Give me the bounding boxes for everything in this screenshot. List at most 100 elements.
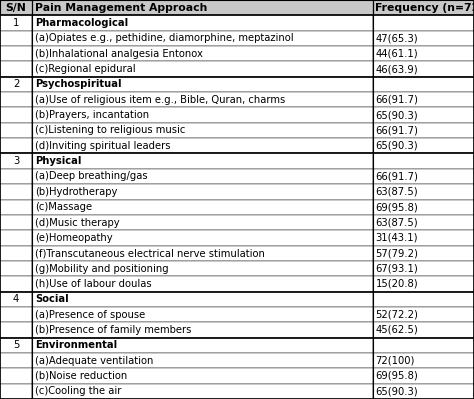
Bar	[32, 261, 373, 276]
Text: (d)Music therapy: (d)Music therapy	[35, 217, 120, 227]
Bar	[0, 245, 32, 261]
Bar	[0, 169, 32, 184]
Bar	[373, 15, 474, 31]
Text: Environmental: Environmental	[35, 340, 117, 350]
Text: (a)Adequate ventilation: (a)Adequate ventilation	[35, 356, 154, 365]
Bar	[373, 230, 474, 245]
Bar	[373, 123, 474, 138]
Text: Social: Social	[35, 294, 69, 304]
Bar	[32, 123, 373, 138]
Text: 67(93.1): 67(93.1)	[375, 264, 418, 274]
Bar	[0, 276, 32, 292]
Bar	[373, 92, 474, 107]
Text: (d)Inviting spiritual leaders: (d)Inviting spiritual leaders	[35, 141, 171, 151]
Text: 72(100): 72(100)	[375, 356, 415, 365]
Text: 1: 1	[13, 18, 19, 28]
Text: 46(63.9): 46(63.9)	[375, 64, 418, 74]
Text: (c)Listening to religious music: (c)Listening to religious music	[35, 125, 185, 135]
Bar	[373, 261, 474, 276]
Text: (g)Mobility and positioning: (g)Mobility and positioning	[35, 264, 169, 274]
Text: (a)Deep breathing/gas: (a)Deep breathing/gas	[35, 172, 148, 182]
Bar	[0, 77, 32, 92]
Bar	[373, 245, 474, 261]
Bar	[0, 230, 32, 245]
Bar	[373, 154, 474, 169]
Bar	[32, 92, 373, 107]
Bar	[0, 123, 32, 138]
Bar	[0, 292, 32, 307]
Bar	[373, 107, 474, 123]
Bar	[32, 368, 373, 384]
Bar	[32, 292, 373, 307]
Text: 66(91.7): 66(91.7)	[375, 125, 418, 135]
Text: S/N: S/N	[6, 3, 27, 13]
Bar	[32, 0, 373, 15]
Bar	[0, 0, 32, 15]
Bar	[0, 61, 32, 77]
Bar	[373, 31, 474, 46]
Text: 44(61.1): 44(61.1)	[375, 49, 418, 59]
Bar	[373, 338, 474, 353]
Bar	[373, 0, 474, 15]
Bar	[32, 384, 373, 399]
Bar	[0, 154, 32, 169]
Bar	[32, 276, 373, 292]
Text: 2: 2	[13, 79, 19, 89]
Bar	[0, 15, 32, 31]
Bar	[373, 384, 474, 399]
Text: 31(43.1): 31(43.1)	[375, 233, 418, 243]
Text: 65(90.3): 65(90.3)	[375, 386, 418, 396]
Bar	[373, 77, 474, 92]
Bar	[0, 261, 32, 276]
Text: (h)Use of labour doulas: (h)Use of labour doulas	[35, 279, 152, 289]
Text: Physical: Physical	[35, 156, 82, 166]
Text: (a)Use of religious item e.g., Bible, Quran, charms: (a)Use of religious item e.g., Bible, Qu…	[35, 95, 285, 105]
Text: Pharmacological: Pharmacological	[35, 18, 128, 28]
Text: 69(95.8): 69(95.8)	[375, 371, 418, 381]
Bar	[0, 92, 32, 107]
Bar	[32, 230, 373, 245]
Text: 45(62.5): 45(62.5)	[375, 325, 418, 335]
Bar	[0, 384, 32, 399]
Text: (c)Regional epidural: (c)Regional epidural	[35, 64, 136, 74]
Bar	[373, 184, 474, 200]
Text: 4: 4	[13, 294, 19, 304]
Bar	[0, 368, 32, 384]
Text: (b)Presence of family members: (b)Presence of family members	[35, 325, 191, 335]
Bar	[32, 107, 373, 123]
Text: 63(87.5): 63(87.5)	[375, 217, 418, 227]
Text: (e)Homeopathy: (e)Homeopathy	[35, 233, 113, 243]
Bar	[32, 338, 373, 353]
Text: 5: 5	[13, 340, 19, 350]
Text: 66(91.7): 66(91.7)	[375, 172, 418, 182]
Text: 65(90.3): 65(90.3)	[375, 141, 418, 151]
Bar	[32, 353, 373, 368]
Bar	[32, 31, 373, 46]
Bar	[373, 276, 474, 292]
Bar	[0, 184, 32, 200]
Text: Pain Management Approach: Pain Management Approach	[35, 3, 208, 13]
Bar	[0, 353, 32, 368]
Text: 66(91.7): 66(91.7)	[375, 95, 418, 105]
Text: (c)Cooling the air: (c)Cooling the air	[35, 386, 121, 396]
Bar	[0, 46, 32, 61]
Bar	[32, 46, 373, 61]
Text: (b)Noise reduction: (b)Noise reduction	[35, 371, 128, 381]
Text: 63(87.5): 63(87.5)	[375, 187, 418, 197]
Bar	[0, 338, 32, 353]
Bar	[32, 169, 373, 184]
Text: Frequency (n=72): Frequency (n=72)	[375, 3, 474, 13]
Text: (f)Transcutaneous electrical nerve stimulation: (f)Transcutaneous electrical nerve stimu…	[35, 248, 265, 258]
Bar	[373, 353, 474, 368]
Bar	[32, 215, 373, 230]
Bar	[373, 138, 474, 154]
Text: (b)Inhalational analgesia Entonox: (b)Inhalational analgesia Entonox	[35, 49, 203, 59]
Bar	[32, 245, 373, 261]
Bar	[32, 138, 373, 154]
Bar	[373, 169, 474, 184]
Bar	[0, 322, 32, 338]
Bar	[32, 154, 373, 169]
Text: (c)Massage: (c)Massage	[35, 202, 92, 212]
Bar	[32, 307, 373, 322]
Text: 65(90.3): 65(90.3)	[375, 110, 418, 120]
